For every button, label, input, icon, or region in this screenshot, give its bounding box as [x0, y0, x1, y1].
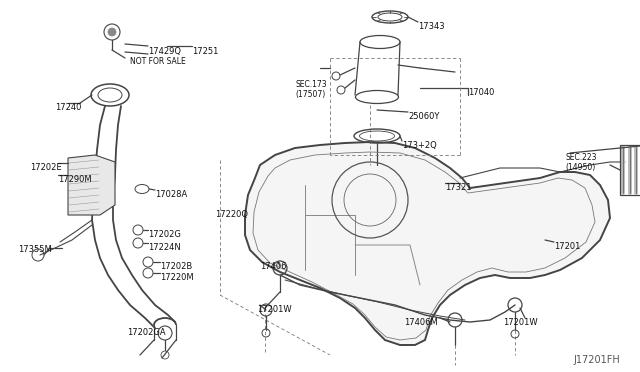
Circle shape: [108, 28, 116, 36]
Text: 17201W: 17201W: [257, 305, 292, 314]
Text: 17251: 17251: [192, 47, 218, 56]
Text: 17201W: 17201W: [503, 318, 538, 327]
Text: SEC.173
(17507): SEC.173 (17507): [295, 80, 326, 99]
Text: 17429Q: 17429Q: [148, 47, 181, 56]
Text: 17343: 17343: [418, 22, 445, 31]
Text: 17220M: 17220M: [160, 273, 194, 282]
Text: 17202E: 17202E: [30, 163, 61, 172]
Text: 17202G: 17202G: [148, 230, 181, 239]
Text: SEC.223
(14950): SEC.223 (14950): [565, 153, 596, 172]
Text: 17040: 17040: [468, 88, 494, 97]
Text: 173+2Q: 173+2Q: [402, 141, 436, 150]
Text: 17201: 17201: [554, 242, 580, 251]
Text: 17240: 17240: [55, 103, 81, 112]
Text: NOT FOR SALE: NOT FOR SALE: [130, 57, 186, 66]
Text: 17028A: 17028A: [155, 190, 188, 199]
Text: 17321: 17321: [445, 183, 472, 192]
Text: J17201FH: J17201FH: [573, 355, 620, 365]
Text: 17202GA: 17202GA: [127, 328, 166, 337]
Text: 17224N: 17224N: [148, 243, 180, 252]
Text: 17406M: 17406M: [404, 318, 438, 327]
Polygon shape: [68, 155, 115, 215]
Text: 17202B: 17202B: [160, 262, 192, 271]
Text: 17406: 17406: [260, 262, 287, 271]
Text: 17220Q: 17220Q: [215, 210, 248, 219]
Text: 17290M: 17290M: [58, 175, 92, 184]
Polygon shape: [245, 142, 610, 345]
Text: 25060Y: 25060Y: [408, 112, 440, 121]
Text: 17355M: 17355M: [18, 245, 52, 254]
